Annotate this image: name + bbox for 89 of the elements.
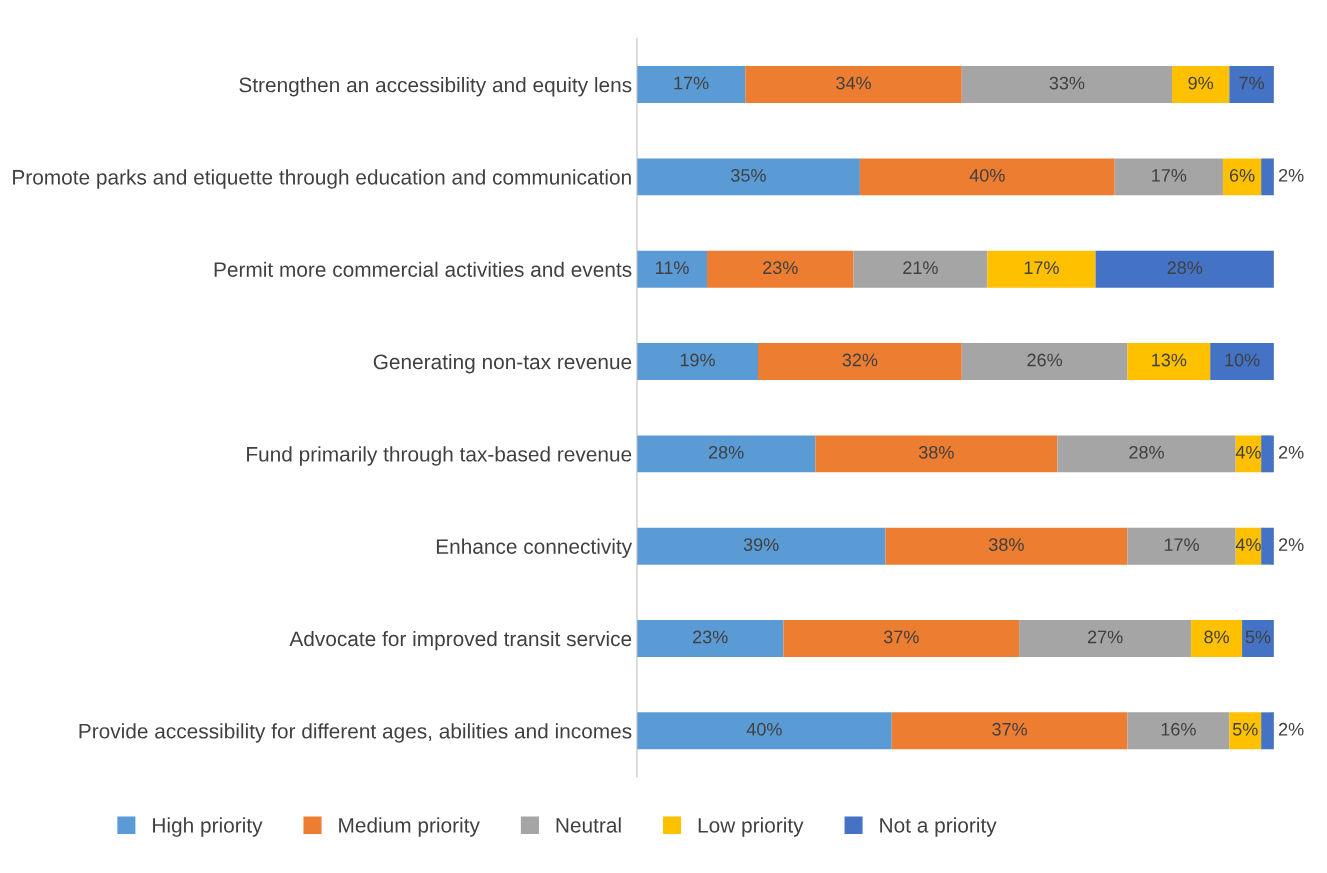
data-label: 38% [918, 445, 954, 459]
bar [961, 343, 1128, 380]
bar [1191, 620, 1243, 657]
data-label: 40% [746, 722, 782, 736]
bar [885, 527, 1128, 565]
y-tick-label: Advocate for improved transit service [289, 630, 632, 651]
y-tick-label: Strengthen an accessibility and equity lens [239, 77, 632, 97]
legend-label: Low priority [698, 817, 804, 837]
data-label: 39% [743, 538, 779, 552]
legend-label: High priority [153, 817, 263, 837]
data-label: 26% [1027, 353, 1063, 367]
bar [783, 620, 1020, 657]
data-label: 28% [1129, 445, 1164, 459]
y-tick-label: Permit more commercial activities and events [214, 261, 632, 277]
data-label: 17% [1024, 261, 1059, 274]
bar [757, 343, 962, 380]
data-label: 2% [1279, 538, 1304, 551]
bar [636, 343, 758, 380]
bar [636, 158, 860, 196]
data-label: 37% [992, 722, 1028, 736]
bar [853, 250, 988, 288]
data-label: 38% [989, 538, 1024, 552]
data-label: 13% [1152, 353, 1187, 367]
y-tick-label: Promote parks and etiquette through education and communication [13, 169, 631, 189]
bar [745, 66, 962, 104]
bar [1261, 527, 1274, 565]
data-label: 2% [1279, 168, 1304, 182]
data-label: 6% [1229, 168, 1255, 182]
y-tick-label: Fund primarily through tax-based revenue [247, 446, 632, 466]
bar [891, 712, 1128, 750]
data-label: 28% [1167, 261, 1203, 275]
bar [1229, 66, 1274, 104]
data-label: 16% [1161, 722, 1196, 736]
data-label: 23% [763, 261, 798, 275]
data-label: 23% [693, 630, 728, 644]
data-label: 7% [1239, 76, 1265, 90]
data-label: 19% [680, 353, 715, 367]
data-label: 40% [969, 168, 1005, 182]
bar [1172, 66, 1230, 104]
bar [636, 250, 708, 288]
data-label: 10% [1225, 353, 1260, 367]
data-label: 11% [655, 261, 689, 274]
bar [1127, 343, 1211, 380]
bar [961, 66, 1173, 104]
data-label: 17% [1152, 169, 1187, 182]
data-label: 9% [1188, 76, 1214, 90]
data-label: 35% [731, 168, 766, 182]
data-label: 37% [883, 630, 919, 644]
data-label: 34% [836, 76, 871, 90]
data-label: 4% [1235, 445, 1261, 459]
data-label: 33% [1049, 76, 1085, 90]
bar [815, 435, 1058, 473]
data-label: 5% [1232, 722, 1258, 736]
y-tick-label: Generating non-tax revenue [373, 353, 632, 374]
bar [1114, 158, 1223, 196]
data-label: 17% [674, 76, 709, 90]
bar [1127, 527, 1236, 565]
data-label: 8% [1204, 630, 1229, 644]
bar [1261, 435, 1274, 473]
bar [1019, 620, 1192, 657]
bar [1057, 435, 1236, 473]
y-tick-label: Provide accessibility for different ages, abilities and incomes [79, 723, 632, 743]
data-label: 32% [842, 353, 878, 367]
bar [1229, 712, 1262, 750]
bar [1095, 250, 1274, 288]
data-label: 2% [1279, 722, 1304, 736]
bar [636, 435, 816, 473]
legend-label: Not a priority [880, 817, 997, 837]
bar [859, 158, 1115, 196]
bar [1222, 158, 1262, 196]
data-label: 28% [708, 445, 744, 459]
bar [636, 527, 886, 565]
bar [1127, 712, 1230, 750]
legend-label: Neutral [556, 817, 621, 833]
bar [1210, 343, 1274, 380]
bar [1261, 158, 1274, 196]
bar [636, 712, 892, 750]
bar [636, 620, 784, 657]
bar [707, 250, 854, 288]
data-label: 27% [1087, 630, 1123, 644]
data-label: 2% [1279, 445, 1304, 459]
bar [636, 66, 746, 104]
bar [1261, 712, 1274, 750]
data-label: 17% [1164, 538, 1199, 551]
bar [987, 250, 1096, 288]
data-label: 21% [903, 261, 938, 274]
legend-label: Medium priority [339, 817, 480, 837]
data-label: 5% [1245, 630, 1271, 644]
y-tick-label: Enhance connectivity [436, 538, 633, 559]
